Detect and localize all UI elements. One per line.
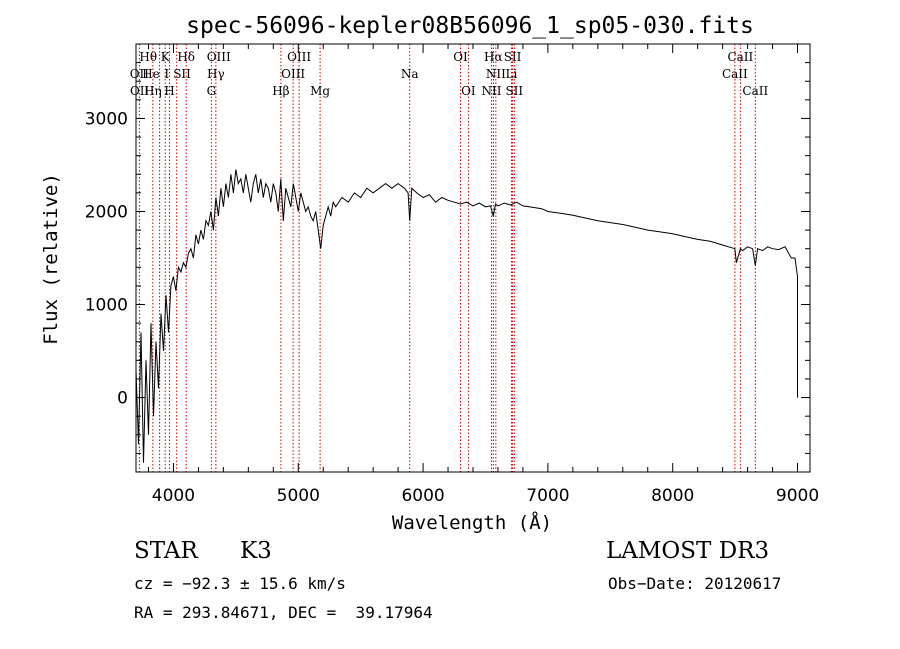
line-label-1: OII xyxy=(130,84,150,98)
line-label-17: Na xyxy=(401,67,419,81)
y-tick-label: 0 xyxy=(117,389,128,409)
x-tick-label: 5000 xyxy=(277,486,320,506)
chart-title: spec-56096-kepler08B56096_1_sp05-030.fit… xyxy=(186,13,754,39)
y-tick-label: 2000 xyxy=(85,202,128,222)
line-label-4: Hη xyxy=(144,84,162,98)
line-label-6: I xyxy=(164,67,169,81)
y-tick-label: 1000 xyxy=(85,296,128,316)
spectral-line-markers xyxy=(138,44,756,472)
line-label-28: CaII xyxy=(742,84,768,98)
x-axis: 4000 5000 6000 7000 8000 9000 xyxy=(147,44,819,506)
object-class: STAR xyxy=(134,538,198,564)
line-label-3: He xyxy=(142,67,160,81)
x-tick-label: 7000 xyxy=(526,486,569,506)
line-label-15: OIII xyxy=(281,67,305,81)
line-label-27: CaII xyxy=(722,67,748,81)
y-axis: 0 1000 2000 3000 xyxy=(85,43,810,473)
y-tick-label: 3000 xyxy=(85,109,128,129)
line-label-23: Li xyxy=(506,67,518,81)
coordinates: RA = 293.84671, DEC = 39.17964 xyxy=(134,603,433,622)
object-subclass: K3 xyxy=(240,538,272,564)
line-label-18: OI xyxy=(453,50,468,64)
line-label-9: Hδ xyxy=(177,50,195,64)
x-tick-label: 9000 xyxy=(776,486,819,506)
line-label-2: Hθ xyxy=(139,50,157,64)
plot-frame xyxy=(135,43,811,473)
line-label-10: OIII xyxy=(207,50,231,64)
spectrum-line-0 xyxy=(135,169,798,463)
obs-date: Obs−Date: 20120617 xyxy=(608,574,782,593)
line-label-14: OIII xyxy=(287,50,311,64)
x-tick-label: 4000 xyxy=(152,486,195,506)
line-label-13: Hβ xyxy=(272,84,289,98)
line-label-16: Mg xyxy=(310,84,330,98)
line-label-5: K xyxy=(161,50,171,64)
line-label-11: Hγ xyxy=(207,67,225,81)
line-label-8: SII xyxy=(173,67,191,81)
spectrum-series xyxy=(135,169,798,463)
x-tick-label: 8000 xyxy=(651,486,694,506)
line-label-26: CaII xyxy=(727,50,753,64)
redshift-readout: cz = −92.3 ± 15.6 km/s xyxy=(134,574,346,593)
line-label-25: SII xyxy=(505,84,523,98)
line-label-22: NII xyxy=(486,67,506,81)
line-label-24: NII xyxy=(481,84,501,98)
line-label-7: H xyxy=(164,84,174,98)
line-label-20: Hα xyxy=(484,50,503,64)
survey-name: LAMOST DR3 xyxy=(606,538,770,564)
line-label-0: OII xyxy=(130,67,150,81)
spectral-line-labels: OII OII Hθ He Hη KIH SII Hδ OIII Hγ G Hβ OIII OIII Mg N… xyxy=(130,50,769,98)
line-label-21: SII xyxy=(504,50,522,64)
y-axis-label: Flux (relative) xyxy=(40,173,62,345)
line-label-19: OI xyxy=(461,84,476,98)
line-label-12: G xyxy=(207,84,217,98)
x-axis-label: Wavelength (Å) xyxy=(392,511,552,534)
x-tick-label: 6000 xyxy=(401,486,444,506)
